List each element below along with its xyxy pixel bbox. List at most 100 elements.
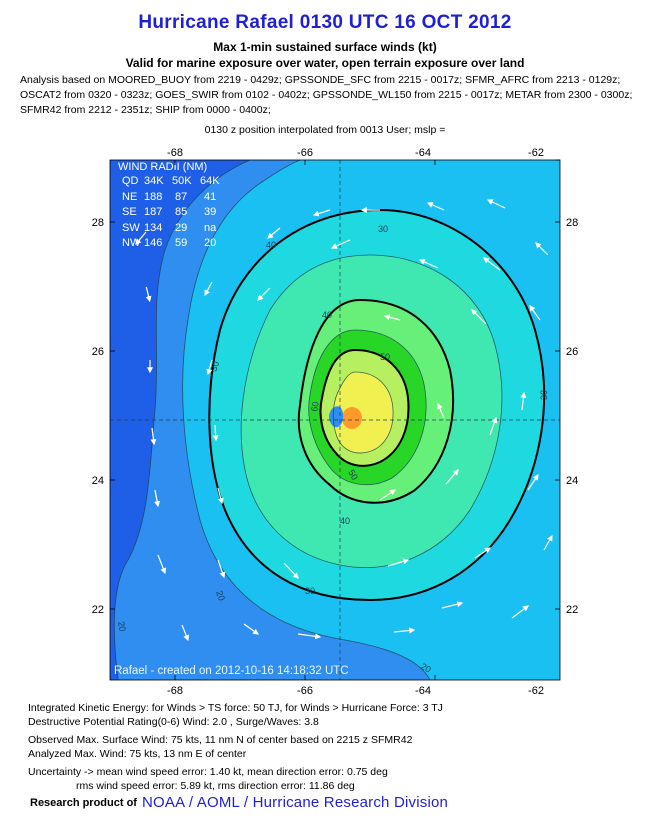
wind-arrow [445, 469, 459, 485]
wind-radii-cell: NW [122, 237, 141, 249]
lat-tick-right: 22 [566, 604, 578, 616]
wind-arrow [418, 259, 439, 269]
analyzed-wind-line: Analyzed Max. Wind: 75 kts, 13 nm E of c… [28, 747, 247, 760]
footer-stats: Integrated Kinetic Energy: for Winds > T… [28, 702, 443, 793]
analysis-line: SFMR42 from 2212 - 2351z; SHIP from 0000… [20, 104, 271, 116]
wind-arrow [379, 489, 396, 501]
wind-radii-row: NW 146 59 20 [122, 237, 216, 249]
contour-label: 20 [419, 661, 433, 675]
wind-radii-row: SW 134 29 na [122, 222, 217, 234]
wind-radii-cell: 85 [175, 206, 187, 218]
wind-arrow [383, 314, 401, 321]
page-title: Hurricane Rafael 0130 UTC 16 OCT 2012 [138, 12, 512, 33]
contour-line [240, 254, 503, 568]
contour-label: 30 [305, 586, 315, 596]
lon-tick-bottom: -64 [415, 685, 431, 697]
wind-radii-row: NE 188 87 41 [122, 191, 216, 203]
wind-arrow [529, 305, 541, 321]
wind-arrow [483, 257, 501, 271]
wind-arrow [511, 605, 529, 619]
wind-arrow [212, 424, 219, 442]
lat-tick-right: 28 [566, 217, 578, 229]
wind-arrow [535, 242, 549, 256]
wind-arrow [387, 558, 410, 567]
wind-arrow [474, 547, 491, 559]
wind-arrow [267, 227, 281, 239]
wind-arrow [283, 562, 299, 579]
uncertainty-rms-line: rms wind speed error: 5.89 kt, rms direc… [76, 779, 355, 792]
analysis-line: OSCAT2 from 0320 - 0323z; GOES_SWIR from… [20, 89, 633, 101]
wind-radii-cell: 20 [204, 237, 216, 249]
lat-tick-left: 28 [92, 217, 104, 229]
contour-label: 40 [322, 310, 332, 320]
wind-field-map: 30 30 30 40 40 50 50 60 20 20 20 30 40 W… [92, 147, 579, 697]
map-credit: Rafael - created on 2012-10-16 14:18:32 … [114, 665, 349, 677]
wind-arrow [257, 287, 271, 301]
lat-tick-left: 22 [92, 604, 104, 616]
lon-tick-bottom: -66 [297, 685, 313, 697]
wind-radii-cell: QD [122, 175, 139, 187]
wind-arrow [489, 416, 498, 436]
wind-radii-cell: 134 [144, 222, 162, 234]
lat-tick-left: 26 [92, 346, 104, 358]
wind-arrow [217, 487, 224, 505]
wind-radii-cell: 87 [175, 191, 187, 203]
wind-band-65 [333, 372, 394, 454]
research-label: Research product of [30, 797, 137, 809]
wind-arrow [145, 286, 152, 303]
wind-arrow [527, 474, 539, 491]
wind-arrow [150, 427, 157, 446]
wind-arrow [243, 623, 259, 635]
contour-line [308, 329, 427, 485]
contour-line [332, 371, 394, 454]
wind-radii-cell: 34K [144, 175, 164, 187]
wind-arrow [486, 199, 506, 209]
wind-arrow [135, 231, 147, 245]
wind-radii-cell: 41 [204, 191, 216, 203]
wind-arrow [330, 239, 351, 249]
wind-arrow [312, 209, 331, 217]
wind-arrow [154, 489, 161, 508]
wind-arrow [426, 202, 445, 211]
radius-64kt-line [319, 348, 410, 467]
wind-radii-cell: 59 [175, 237, 187, 249]
wind-radii-cell: 146 [144, 237, 162, 249]
lat-tick-right: 26 [566, 346, 578, 358]
contour-label: 30 [208, 360, 221, 373]
organization-link[interactable]: NOAA / AOML / Hurricane Research Divisio… [142, 794, 449, 811]
subtitle-units: Max 1-min sustained surface winds (kt) [213, 40, 437, 54]
lat-tick-left: 24 [92, 475, 104, 487]
wind-arrow [437, 402, 445, 419]
wind-arrow [217, 559, 226, 579]
wind-arrow [520, 391, 527, 411]
contour-line [113, 160, 251, 680]
observed-wind-line: Observed Max. Surface Wind: 75 kts, 11 n… [28, 734, 413, 746]
map-frame [109, 159, 561, 681]
radius-50kt-line [297, 298, 454, 504]
wind-radii-title: WIND RADII (NM) [118, 161, 207, 173]
contour-label: 50 [380, 352, 390, 362]
lon-tick-top: -66 [297, 147, 313, 159]
lon-tick-top: -62 [528, 147, 544, 159]
lon-tick-top: -68 [167, 147, 183, 159]
wind-arrow [297, 633, 322, 640]
contour-label: 60 [309, 401, 321, 413]
wind-arrow [543, 534, 553, 551]
contour-label: 50 [346, 468, 360, 482]
wind-radii-cell: SW [122, 222, 140, 234]
wind-arrow [441, 601, 464, 609]
lon-tick-top: -64 [415, 147, 431, 159]
wind-core-max [342, 407, 362, 429]
contour-label: 30 [378, 224, 388, 234]
dpr-line: Destructive Potential Rating(0-6) Wind: … [28, 715, 319, 728]
lon-tick-bottom: -68 [167, 685, 183, 697]
wind-radii-cell: 187 [144, 206, 162, 218]
subtitle-exposure: Valid for marine exposure over water, op… [125, 56, 525, 70]
contour-label: 40 [340, 516, 350, 526]
wind-radii-cell: 50K [172, 175, 192, 187]
eye-low-wind [329, 406, 344, 428]
wind-radii-cell: na [204, 222, 217, 234]
wind-arrow [157, 554, 167, 575]
uncertainty-line: Uncertainty -> mean wind speed error: 1.… [28, 766, 388, 778]
contour-line [182, 160, 431, 680]
